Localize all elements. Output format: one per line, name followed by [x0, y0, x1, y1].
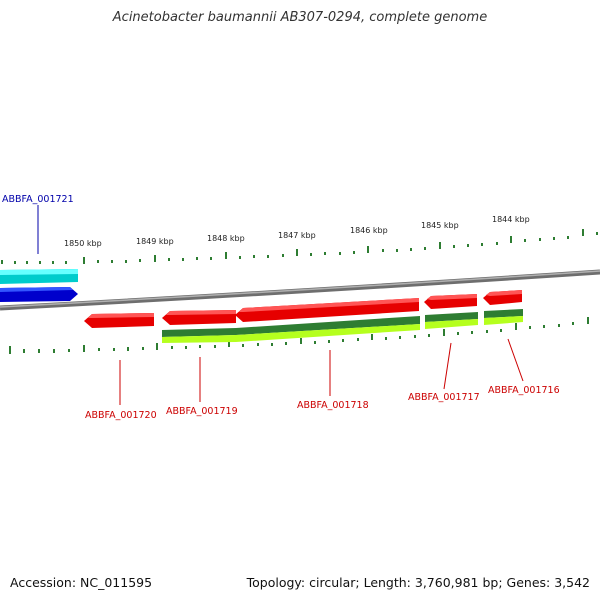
- cyan-track: [0, 269, 78, 284]
- red-cds-arrow-ABBFA_001720[interactable]: [84, 313, 154, 328]
- lower-tick-row: [9, 317, 589, 354]
- genome-summary-text: Topology: circular; Length: 3,760,981 bp…: [246, 575, 590, 590]
- scale-label-1844: 1844 kbp: [492, 215, 530, 224]
- scale-label-1846: 1846 kbp: [350, 226, 388, 235]
- gene-track-ABBFA_001716: [484, 309, 523, 325]
- scale-label-1847: 1847 kbp: [278, 231, 316, 240]
- gene-track-ABBFA_001717: [425, 312, 478, 329]
- gene-label-ABBFA_001720[interactable]: ABBFA_001720: [85, 410, 157, 421]
- red-cds-arrow-ABBFA_001717[interactable]: [424, 294, 477, 309]
- map-title: Acinetobacter baumannii AB307-0294, comp…: [112, 10, 488, 25]
- gene-label-ABBFA_001719[interactable]: ABBFA_001719: [166, 406, 238, 417]
- scale-label-1849: 1849 kbp: [136, 237, 174, 246]
- red-cds-arrow-ABBFA_001716[interactable]: [483, 290, 522, 305]
- gene-track-ABBFA_001719: [162, 328, 236, 343]
- blue-cds-arrow-ABBFA_001721[interactable]: [0, 287, 78, 302]
- accession-text: Accession: NC_011595: [10, 575, 153, 590]
- upper-tick-row: [1, 229, 598, 264]
- gene-track-ABBFA_001718: [236, 316, 420, 342]
- red-cds-arrow-ABBFA_001719[interactable]: [162, 310, 236, 325]
- gene-label-ABBFA_001718[interactable]: ABBFA_001718: [297, 400, 369, 411]
- gene-label-ABBFA_001717[interactable]: ABBFA_001717: [408, 392, 480, 403]
- genome-backbone: [0, 269, 600, 311]
- scale-label-1848: 1848 kbp: [207, 234, 245, 243]
- scale-label-1850: 1850 kbp: [64, 239, 102, 248]
- red-cds-arrow-ABBFA_001718[interactable]: [235, 298, 419, 322]
- gene-label-ABBFA_001716[interactable]: ABBFA_001716: [488, 385, 560, 396]
- scale-label-1845: 1845 kbp: [421, 221, 459, 230]
- gene-label-ABBFA_001721[interactable]: ABBFA_001721: [2, 194, 74, 205]
- leader-lines-red: [119, 338, 524, 405]
